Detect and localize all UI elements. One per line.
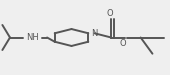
Text: O: O	[106, 9, 113, 18]
Text: NH: NH	[26, 33, 39, 42]
Text: O: O	[120, 39, 126, 48]
Text: N: N	[91, 29, 98, 38]
